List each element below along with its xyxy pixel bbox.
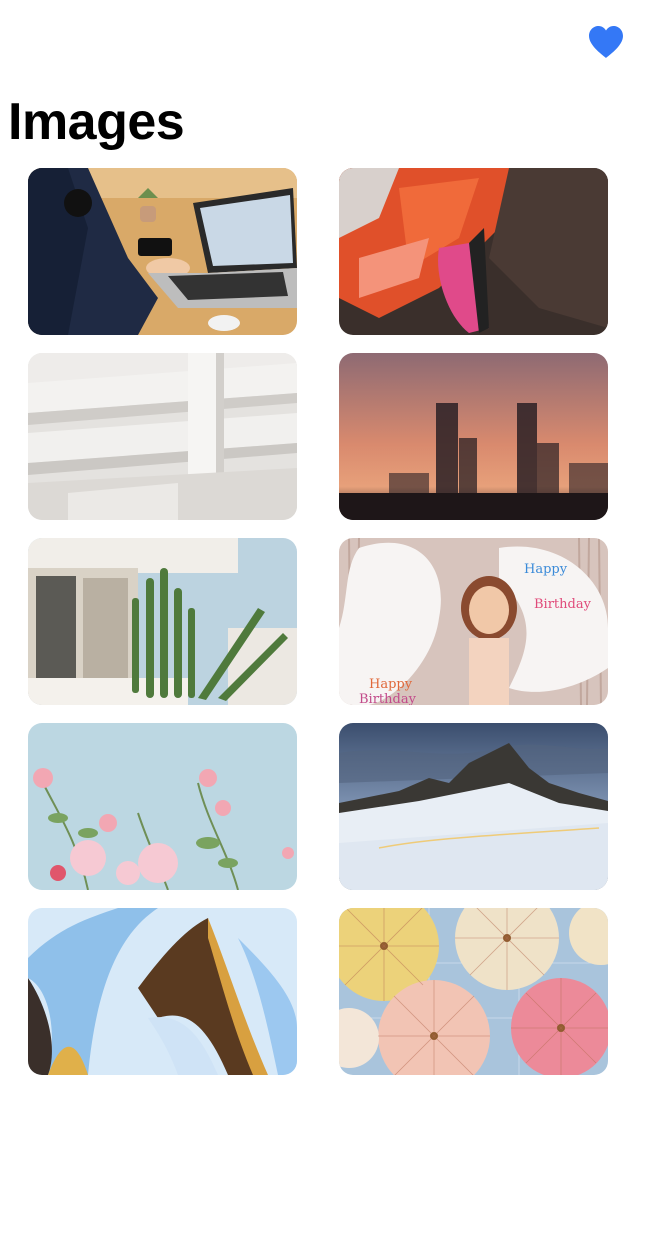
photo-flamingo: [339, 168, 608, 335]
balloon-text-happy-left: Happy: [369, 677, 413, 692]
image-tile-architecture[interactable]: [28, 353, 297, 520]
photo-paper-umbrellas: [339, 908, 608, 1075]
photo-birthday-balloons: Happy Birthday Happy Birthday: [339, 538, 608, 705]
image-tile-flamingo[interactable]: [339, 168, 608, 335]
photo-abstract-waves: [28, 908, 297, 1075]
favorites-button[interactable]: [586, 22, 626, 62]
heart-icon: [589, 26, 623, 58]
image-tile-birthday[interactable]: Happy Birthday Happy Birthday: [339, 538, 608, 705]
image-tile-umbrellas[interactable]: [339, 908, 608, 1075]
photo-blurred-skyline: [339, 353, 608, 520]
photo-snowy-mountains: [339, 723, 608, 890]
image-tile-cactus[interactable]: [28, 538, 297, 705]
photo-pink-flowers: [28, 723, 297, 890]
image-tile-flowers[interactable]: [28, 723, 297, 890]
balloon-text-happy-right: Happy: [524, 562, 568, 577]
photo-white-architecture: [28, 353, 297, 520]
balloon-text-birthday-right: Birthday: [534, 597, 592, 612]
balloon-text-birthday-left: Birthday: [359, 692, 417, 705]
photo-person-laptop: [28, 168, 297, 335]
image-tile-skyline[interactable]: [339, 353, 608, 520]
image-tile-abstract-waves[interactable]: [28, 908, 297, 1075]
image-tile-laptop-photo[interactable]: [28, 168, 297, 335]
image-tile-mountains[interactable]: [339, 723, 608, 890]
image-grid: Happy Birthday Happy Birthday: [28, 168, 608, 1075]
page-title: Images: [8, 93, 185, 151]
photo-cactus: [28, 538, 297, 705]
